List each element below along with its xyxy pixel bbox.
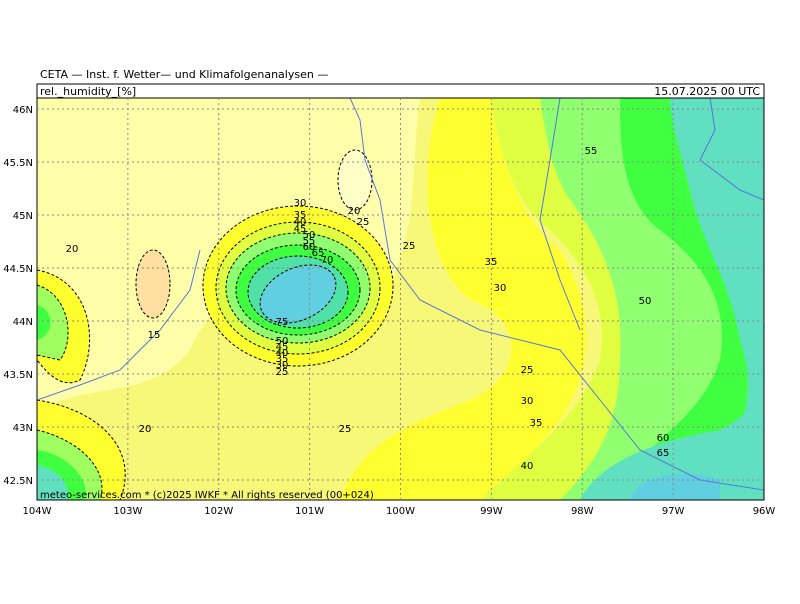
lon-label: 99W <box>480 506 503 517</box>
lon-label: 98W <box>571 506 594 517</box>
contour-labels: 3035404550556065707520252015202535302530… <box>66 146 670 472</box>
footer: meteo-services.com * (c)2025 IWKF * All … <box>40 490 374 501</box>
lon-label: 101W <box>295 506 324 517</box>
contour-label: 60 <box>657 433 670 444</box>
contour-label: 15 <box>148 330 161 341</box>
contour-label: 30 <box>276 360 289 371</box>
lat-label: 44.5N <box>3 264 33 275</box>
contour-label: 30 <box>294 198 307 209</box>
lat-label: 44N <box>13 317 33 328</box>
contour-label: 40 <box>276 348 289 359</box>
contour-label: 20 <box>348 206 361 217</box>
lon-label: 96W <box>753 506 776 517</box>
contour-label: 25 <box>403 241 416 252</box>
contour-label: 45 <box>276 342 289 353</box>
contour-label: 40 <box>521 461 534 472</box>
contour-label: 25 <box>339 424 352 435</box>
lon-label: 100W <box>386 506 415 517</box>
contour-label: 35 <box>485 257 498 268</box>
lat-label: 43.5N <box>3 370 33 381</box>
lon-label: 97W <box>662 506 685 517</box>
lon-label: 102W <box>204 506 233 517</box>
lat-label: 43N <box>13 423 33 434</box>
contour-label: 65 <box>312 248 325 259</box>
contour-label: 35 <box>530 418 543 429</box>
contour-label: 75 <box>276 317 289 328</box>
lon-label: 103W <box>113 506 142 517</box>
contour-label: 40 <box>294 217 307 228</box>
contour-label: 30 <box>494 283 507 294</box>
contour-label: 60 <box>303 242 316 253</box>
contour-label: 50 <box>276 336 289 347</box>
contour-label: 25 <box>276 367 289 378</box>
valid-time: 15.07.2025 00 UTC <box>654 85 760 98</box>
title: CETA — Inst. f. Wetter— und Klimafolgena… <box>40 68 328 81</box>
contour-label: 25 <box>357 217 370 228</box>
contour-label: 35 <box>276 354 289 365</box>
contour-label: 55 <box>585 146 598 157</box>
lon-label: 104W <box>23 506 52 517</box>
contour-label: 50 <box>639 296 652 307</box>
contour-label: 50 <box>303 230 316 241</box>
contour-label: 25 <box>521 365 534 376</box>
lat-label: 45.5N <box>3 158 33 169</box>
lat-label: 45N <box>13 211 33 222</box>
contour-label: 20 <box>66 244 79 255</box>
variable: rel._humidity_[%] <box>40 85 136 98</box>
lat-label: 46N <box>13 105 33 116</box>
contour-label: 45 <box>294 224 307 235</box>
contour-label: 35 <box>294 210 307 221</box>
graticule: 104W 103W 102W 101W 100W 99W 98W 97W 96W 46N 45.5N… <box>3 98 775 517</box>
contour-label: 65 <box>657 448 670 459</box>
contour-label: 70 <box>321 255 334 266</box>
contour-label: 55 <box>303 236 316 247</box>
contour-label: 20 <box>139 424 152 435</box>
contour-label: 30 <box>521 396 534 407</box>
lat-label: 42.5N <box>3 476 33 487</box>
